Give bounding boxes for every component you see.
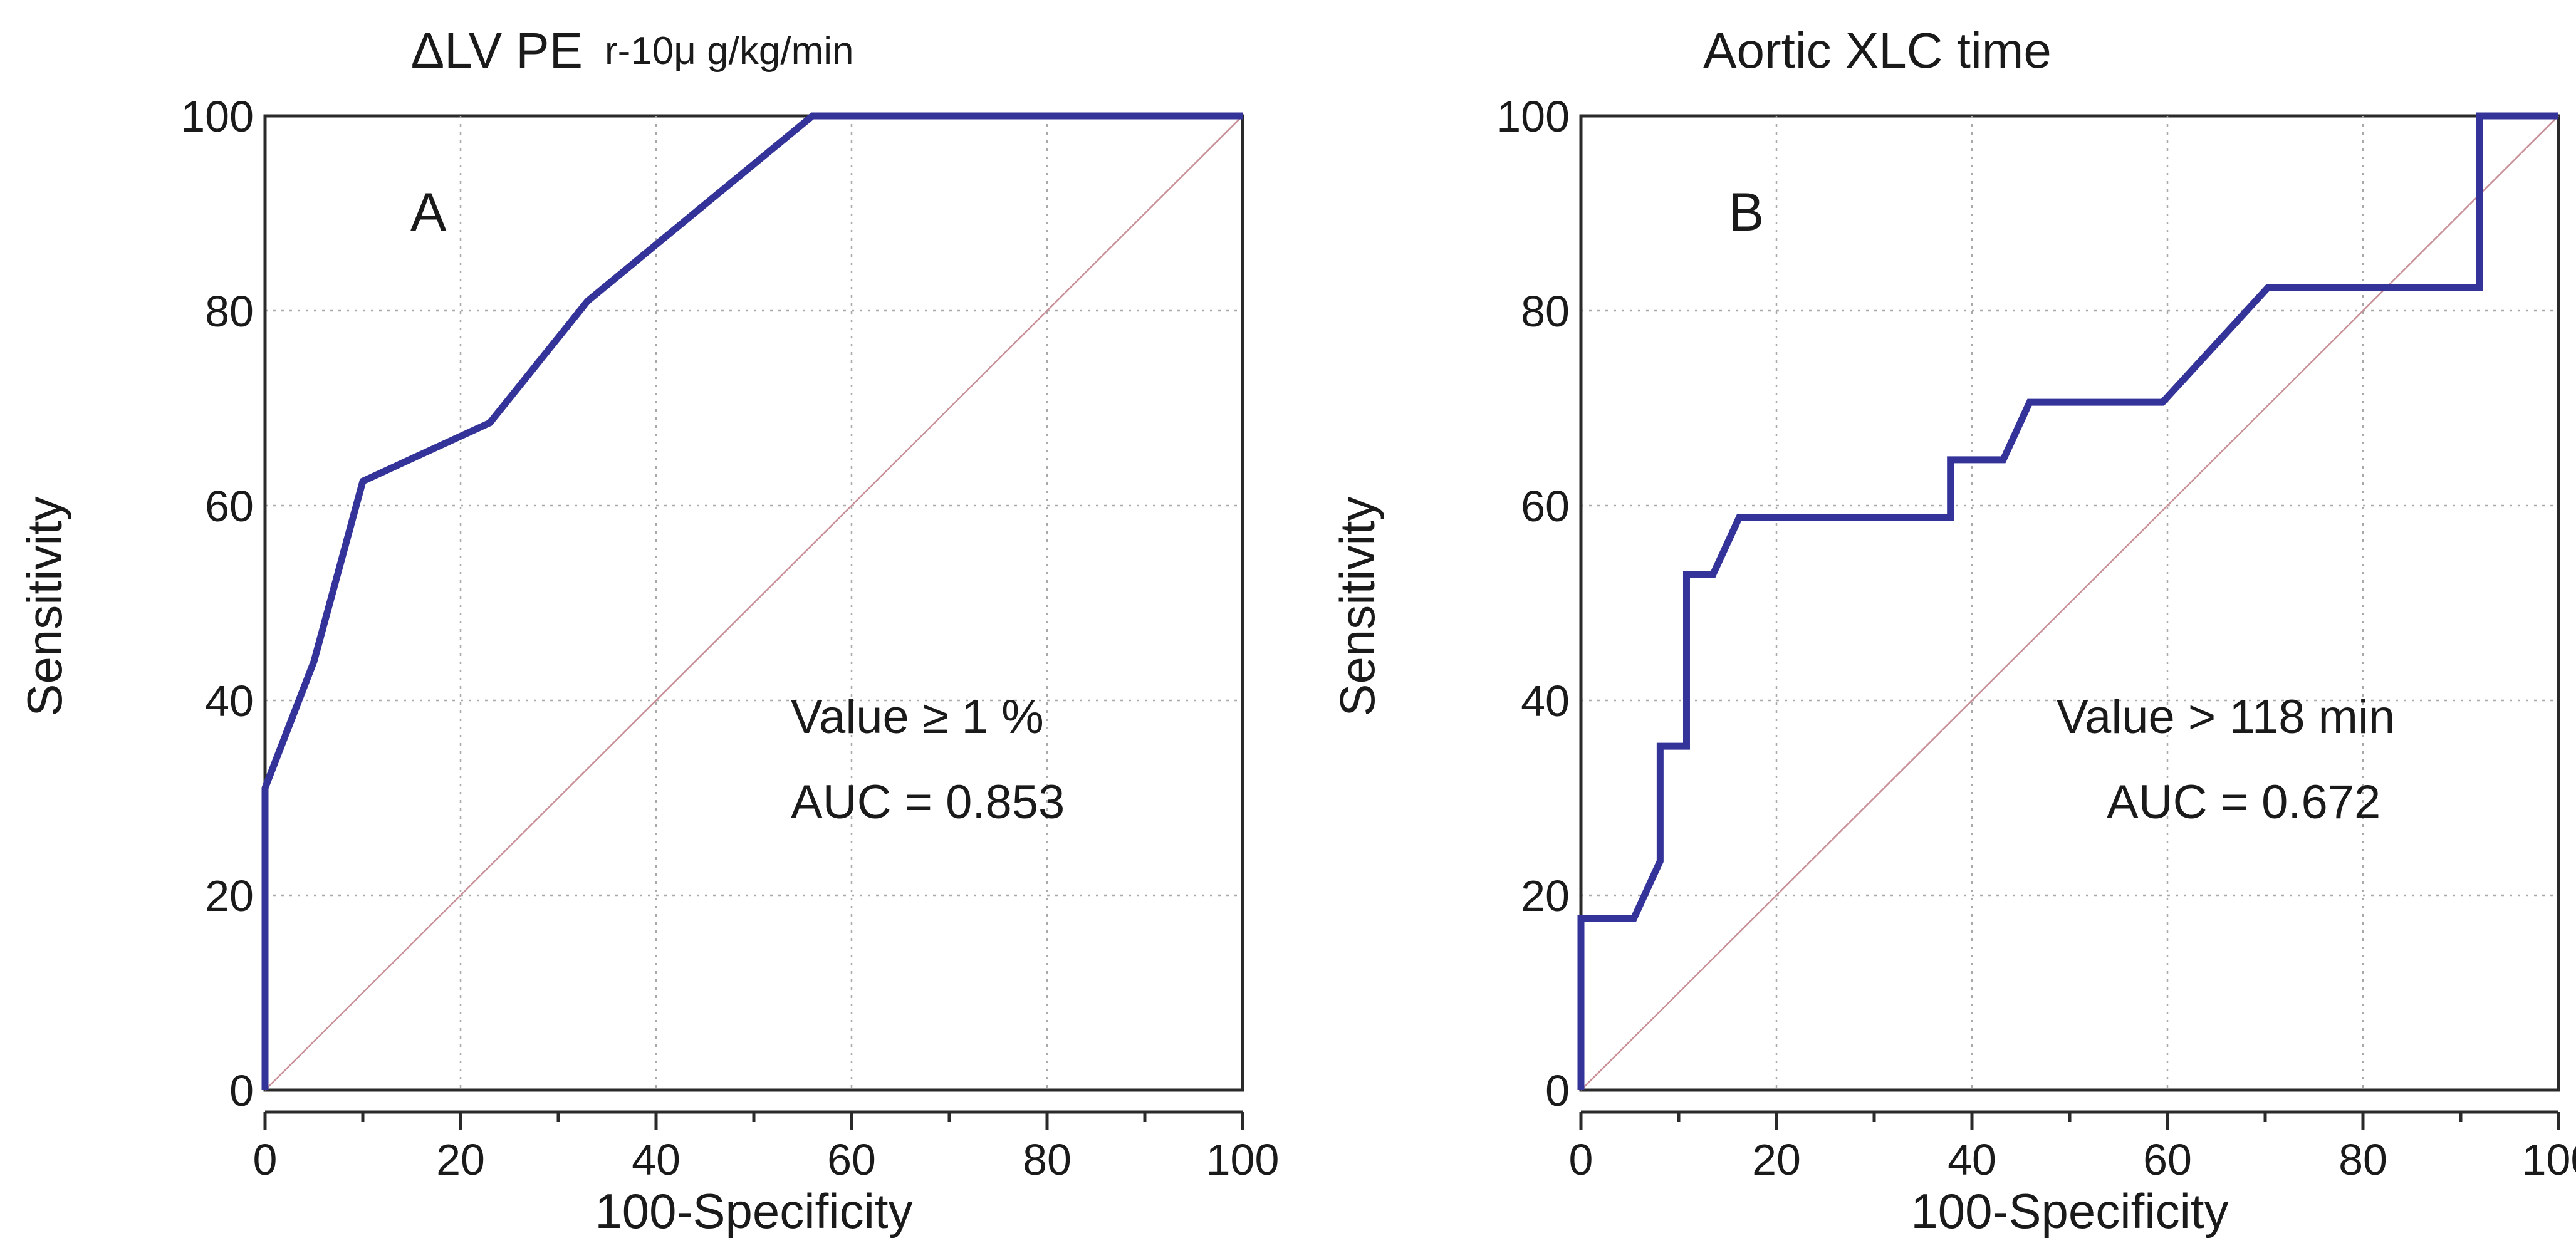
panel-b-y-tick-label: 40 [1521, 677, 1570, 725]
panel-a-y-tick-label: 60 [205, 482, 254, 531]
panel-a-y-ticks: 0 20 40 60 80 100 [180, 92, 254, 1115]
panel-b-y-axis-label: Sensitivity [1330, 496, 1385, 716]
panel-a-x-axis-label: 100-Specificity [595, 1183, 912, 1239]
panel-a-y-tick-label: 40 [205, 677, 254, 725]
panel-b-reference-diagonal [1580, 115, 2559, 1091]
panel-b-roc-chart: Aortic XLC time 0 20 40 60 80 100 0 [1330, 23, 2576, 1239]
panel-b-y-tick-label: 80 [1521, 287, 1570, 336]
panel-a-roc-curve [261, 112, 1243, 1090]
panel-a-y-tick-label: 20 [205, 871, 254, 920]
panel-a-y-axis-label: Sensitivity [17, 496, 72, 716]
panel-a-x-tick-label: 80 [1023, 1135, 1072, 1184]
panel-a-x-tick-label: 0 [253, 1135, 278, 1184]
panel-a-x-ticks: 0 20 40 60 80 100 [253, 1112, 1280, 1184]
panel-b-x-tick-label: 80 [2339, 1135, 2387, 1184]
panel-b-x-axis-label: 100-Specificity [1911, 1183, 2228, 1239]
panel-a-letter: A [410, 182, 447, 242]
panel-a-grid [265, 116, 1243, 1090]
panel-b-grid [1581, 116, 2558, 1090]
panel-a-y-tick-label: 80 [205, 287, 254, 336]
panel-a-y-tick-label: 0 [229, 1066, 254, 1115]
panel-b-y-tick-label: 100 [1496, 92, 1570, 141]
panel-b-auc-annotation: AUC = 0.672 [2107, 776, 2380, 829]
panel-a-x-tick-label: 40 [632, 1135, 681, 1184]
panel-b-x-ticks: 0 20 40 60 80 100 [1569, 1112, 2576, 1184]
panel-b-x-tick-label: 60 [2143, 1135, 2192, 1184]
panel-a-title-main: ΔLV PE [411, 23, 583, 78]
panel-a-cutoff-annotation: Value ≥ 1 % [791, 690, 1044, 744]
panel-a-x-tick-label: 20 [436, 1135, 485, 1184]
panel-b-y-ticks: 0 20 40 60 80 100 [1496, 92, 1570, 1115]
panel-a-x-tick-label: 100 [1206, 1135, 1280, 1184]
panel-b-x-tick-label: 0 [1569, 1135, 1593, 1184]
panel-b-title-main: Aortic XLC time [1703, 23, 2052, 78]
panel-a-y-tick-label: 100 [180, 92, 254, 141]
panel-b-y-tick-label: 60 [1521, 482, 1570, 531]
panel-b-y-tick-label: 20 [1521, 871, 1570, 920]
panel-b-y-tick-label: 0 [1545, 1066, 1570, 1115]
panel-a-title-sub: r-10μ g/kg/min [605, 29, 854, 73]
panel-b-x-tick-label: 20 [1752, 1135, 1801, 1184]
panel-b-x-tick-label: 40 [1948, 1135, 1996, 1184]
panel-a-reference-diagonal [264, 115, 1243, 1091]
panel-b-roc-curve [1577, 112, 2558, 1090]
panel-b-cutoff-annotation: Value > 118 min [2057, 690, 2395, 744]
panel-a-auc-annotation: AUC = 0.853 [791, 776, 1065, 829]
panel-b-x-tick-label: 100 [2522, 1135, 2576, 1184]
panel-a-roc-chart: ΔLV PE r-10μ g/kg/min 0 20 40 60 80 100 [17, 23, 1279, 1239]
panel-b-letter: B [1728, 182, 1764, 242]
panel-a-x-tick-label: 60 [827, 1135, 876, 1184]
